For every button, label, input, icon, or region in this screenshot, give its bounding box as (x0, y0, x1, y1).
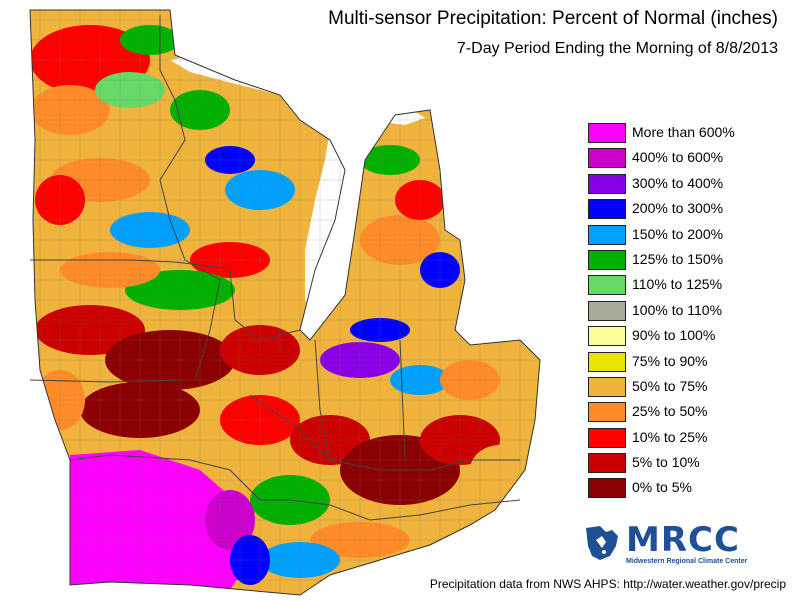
legend-label: 200% to 300% (632, 200, 724, 217)
legend-item: More than 600% (588, 121, 778, 146)
legend-label: 150% to 200% (632, 225, 724, 242)
legend-item: 0% to 5% (588, 476, 778, 501)
legend-item: 110% to 125% (588, 273, 778, 298)
region-outline (29, 9, 541, 596)
legend-label: 125% to 150% (632, 250, 724, 267)
legend-item: 125% to 150% (588, 248, 778, 273)
mrcc-logo: MRCC Midwestern Regional Climate Center (582, 520, 772, 565)
legend-label: 90% to 100% (632, 327, 716, 344)
legend-swatch (588, 275, 626, 296)
logo-subtext: Midwestern Regional Climate Center (626, 558, 748, 565)
legend-swatch (588, 427, 626, 448)
legend-label: 0% to 5% (632, 479, 692, 496)
legend-label: 10% to 25% (632, 428, 708, 445)
legend-item: 300% to 400% (588, 172, 778, 197)
legend-item: 50% to 75% (588, 375, 778, 400)
legend-item: 25% to 50% (588, 400, 778, 425)
legend-swatch (588, 249, 626, 270)
legend-swatch (588, 453, 626, 474)
legend-swatch (588, 123, 626, 143)
legend-label: 100% to 110% (632, 301, 723, 318)
legend-label: 50% to 75% (632, 377, 708, 394)
legend-label: 110% to 125% (632, 276, 723, 293)
map-subtitle: 7-Day Period Ending the Morning of 8/8/2… (456, 40, 778, 57)
legend-swatch (588, 351, 626, 372)
legend-item: 10% to 25% (588, 426, 778, 451)
data-credit: Precipitation data from NWS AHPS: http:/… (429, 577, 786, 591)
legend-swatch (588, 326, 626, 347)
legend-label: 75% to 90% (632, 352, 708, 369)
legend-swatch (588, 402, 626, 423)
great-lakes (170, 52, 520, 320)
legend-item: 150% to 200% (588, 223, 778, 248)
legend-label: 300% to 400% (632, 174, 724, 191)
legend: More than 600% 400% to 600% 300% to 400% 20… (588, 121, 778, 502)
map-title: Multi-sensor Precipitation: Percent of N… (328, 8, 778, 29)
legend-swatch (588, 300, 626, 321)
legend-item: 100% to 110% (588, 299, 778, 324)
legend-label: More than 600% (632, 124, 735, 140)
legend-label: 25% to 50% (632, 403, 708, 420)
legend-item: 75% to 90% (588, 350, 778, 375)
legend-label: 5% to 10% (632, 454, 700, 471)
legend-item: 5% to 10% (588, 451, 778, 476)
legend-item: 400% to 600% (588, 146, 778, 171)
legend-swatch (588, 224, 626, 245)
legend-swatch (588, 173, 626, 194)
state-borders (29, 15, 521, 521)
legend-swatch (588, 148, 626, 169)
legend-item: 90% to 100% (588, 324, 778, 349)
legend-label: 400% to 600% (632, 149, 724, 166)
legend-item: 200% to 300% (588, 197, 778, 222)
midwest-states-icon (586, 526, 618, 560)
legend-swatch (588, 199, 626, 220)
legend-swatch (588, 376, 626, 397)
logo-text: MRCC (626, 520, 740, 560)
legend-swatch (588, 478, 626, 499)
